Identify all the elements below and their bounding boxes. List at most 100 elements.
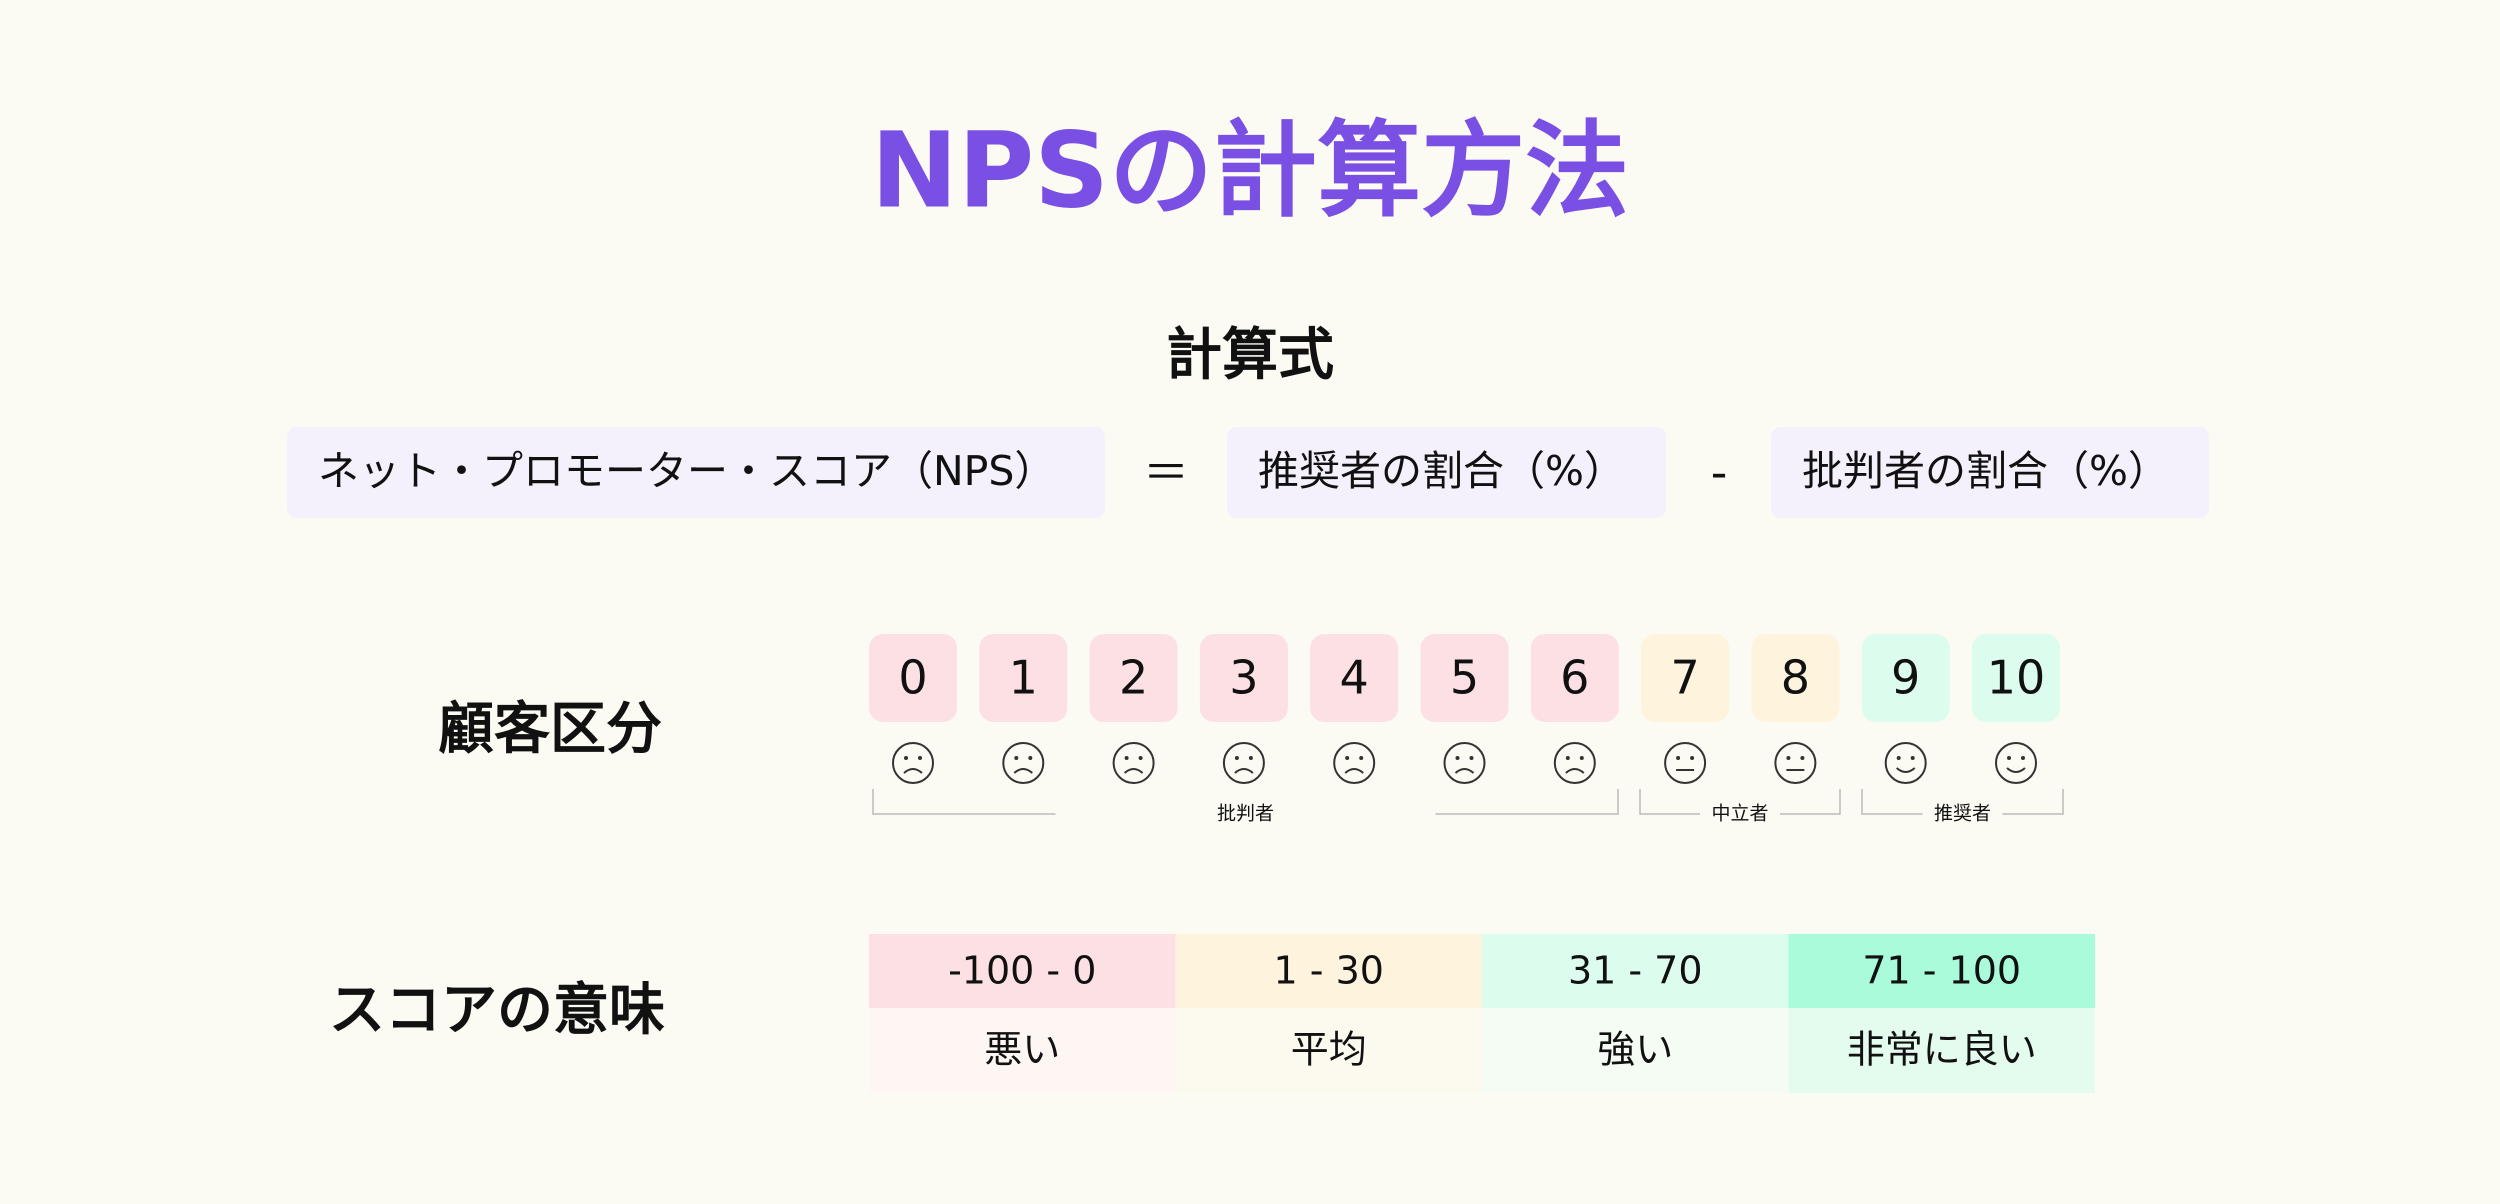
face-mouth — [1234, 768, 1254, 774]
range-cell — [1482, 934, 1789, 1008]
face-eye — [1469, 756, 1474, 760]
formula-subtrahend: 批判者の割合（%） — [1802, 447, 2169, 495]
face-mouth — [1565, 768, 1585, 774]
score-label: 4 — [1340, 651, 1369, 705]
score-box — [1089, 634, 1178, 722]
score-label: 9 — [1891, 651, 1920, 705]
face-eye — [2007, 756, 2011, 760]
score-box — [869, 634, 957, 722]
formula-box — [1227, 427, 1666, 518]
formula-heading: 計算式 — [1166, 323, 1334, 388]
face-icon — [1774, 742, 1817, 784]
face-mouth — [1123, 768, 1144, 774]
face-eye — [2021, 756, 2025, 760]
face-eye — [1234, 756, 1239, 760]
range-cell — [869, 934, 1176, 1008]
meaning-label: 非常に良い — [1847, 1028, 2037, 1072]
score-box — [1530, 634, 1619, 722]
face-eye — [1579, 756, 1584, 760]
formula-minus: - — [1711, 446, 1728, 500]
face-mouth — [2006, 767, 2026, 773]
title: NPSの計算方法 — [871, 109, 1629, 231]
meaning-label: 平均 — [1291, 1028, 1367, 1072]
score-label: 8 — [1781, 651, 1810, 705]
meaning-heading: スコアの意味 — [329, 978, 665, 1043]
formula-box — [287, 427, 1105, 518]
face-eye — [1676, 756, 1681, 760]
meaning-label: 悪い — [984, 1028, 1060, 1072]
range-label: 71 - 100 — [1862, 949, 2021, 993]
face-eye — [1565, 756, 1570, 760]
face-icon — [1884, 742, 1927, 784]
face-icon — [892, 742, 934, 784]
meaning-cell — [1788, 1008, 2095, 1093]
face-eye — [1359, 756, 1364, 760]
meaning-label: 強い — [1597, 1028, 1673, 1072]
range-cell — [1788, 934, 2095, 1008]
face-eye — [1028, 756, 1033, 760]
face-eye — [1455, 756, 1460, 760]
face-eye — [1345, 756, 1350, 760]
segments-heading: 顧客区分 — [438, 697, 662, 762]
face-eye — [1124, 756, 1129, 760]
face-icon — [1002, 742, 1045, 784]
face-eye — [1910, 756, 1915, 760]
score-label: 1 — [1009, 651, 1038, 705]
range-label: 1 - 30 — [1274, 949, 1384, 993]
score-box — [1310, 634, 1399, 722]
face-eye — [1138, 756, 1143, 760]
score-box — [1420, 634, 1509, 722]
face-eye — [1786, 756, 1791, 760]
score-label: 6 — [1560, 651, 1589, 705]
face-icon — [1443, 742, 1486, 784]
bracket-gap — [1922, 800, 2003, 826]
dynamic-content: 0 1 2 3 4 5 6 批判者 7 8 中立者 9 10 推奨者 -100 - 0 悪い 1 - 30 平均 3… — [869, 634, 2095, 1093]
group-label: 推奨者 — [1934, 803, 1991, 825]
meaning-cell — [1175, 1008, 1482, 1093]
score-label: 7 — [1670, 651, 1699, 705]
score-box — [1641, 634, 1730, 722]
score-label: 0 — [898, 651, 927, 705]
face-mouth — [903, 768, 923, 774]
face-mouth — [1013, 768, 1033, 774]
formula-box — [1771, 427, 2209, 518]
face-icon — [1995, 742, 2037, 784]
score-box — [1972, 634, 2060, 722]
face-eye — [1014, 756, 1019, 760]
face-mouth — [1344, 768, 1364, 774]
face-mouth — [1896, 767, 1916, 773]
formula-minuend: 推奨者の割合（%） — [1258, 447, 1625, 495]
face-eye — [1896, 756, 1901, 760]
face-eye — [1248, 756, 1253, 760]
group-label: 中立者 — [1711, 803, 1768, 825]
score-box — [1751, 634, 1840, 722]
range-cell — [1175, 934, 1482, 1008]
meaning-cell — [869, 1008, 1176, 1093]
score-box — [1861, 634, 1950, 722]
bracket-gap — [1700, 800, 1780, 826]
group-label: 批判者 — [1217, 803, 1274, 825]
score-box — [979, 634, 1068, 722]
range-label: -100 - 0 — [948, 949, 1096, 993]
face-eye — [904, 756, 908, 760]
face-eye — [1690, 756, 1695, 760]
face-icon — [1664, 742, 1707, 784]
score-label: 5 — [1450, 651, 1479, 705]
face-eye — [918, 756, 922, 760]
range-label: 31 - 70 — [1568, 949, 1703, 993]
meaning-cell — [1482, 1008, 1789, 1093]
face-mouth — [1454, 768, 1475, 774]
bracket-gap — [1055, 800, 1436, 826]
formula-result: ネット・プロモーター・スコア（NPS） — [318, 447, 1055, 495]
face-icon — [1333, 742, 1376, 784]
face-icon — [1112, 742, 1155, 784]
face-icon — [1222, 742, 1265, 784]
score-box — [1199, 634, 1288, 722]
formula-equals: ＝ — [1143, 446, 1189, 500]
score-label: 3 — [1229, 651, 1258, 705]
face-icon — [1553, 742, 1596, 784]
score-label: 10 — [1987, 651, 2046, 705]
score-label: 2 — [1119, 651, 1148, 705]
